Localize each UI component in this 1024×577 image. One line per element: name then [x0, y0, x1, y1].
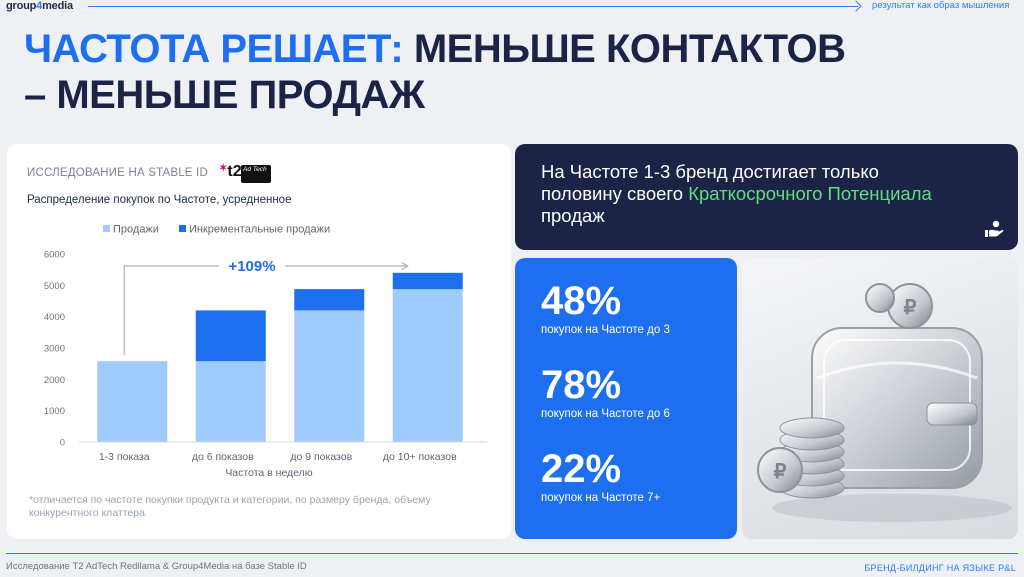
bottom-divider-line: [6, 553, 1018, 554]
brand-footer: БРЕНД-БИЛДИНГ НА ЯЗЫКЕ P&L: [864, 563, 1016, 573]
y-tick-label: 0: [60, 438, 65, 449]
adtech-logo: Ad Tech: [241, 165, 271, 183]
stat-label: покупок на Частоте до 6: [541, 408, 670, 420]
stat-item: 22% покупок на Частоте 7+: [541, 448, 660, 504]
x-tick-label: до 9 показов: [290, 451, 352, 463]
stat-value: 22%: [541, 447, 622, 491]
stat-item: 78% покупок на Частоте до 6: [541, 364, 670, 420]
stats-card: 48% покупок на Частоте до 3 78% покупок …: [515, 258, 737, 539]
bar-segment: [97, 361, 168, 442]
y-tick-label: 2000: [44, 375, 65, 386]
y-tick-label: 3000: [44, 344, 65, 355]
stat-item: 48% покупок на Частоте до 3: [541, 280, 670, 336]
x-axis-title: Частота в неделю: [225, 467, 312, 479]
bar-segment: [294, 289, 365, 311]
arrow-right-icon: [850, 0, 862, 12]
growth-arrow-head: [401, 261, 409, 271]
x-tick-label: 1-3 показа: [99, 451, 150, 463]
y-tick-label: 6000: [44, 250, 65, 261]
tagline: результат как образ мышления: [872, 0, 1010, 11]
legend-label: Продажи: [113, 224, 159, 236]
bar-chart: Продажи Инкрементальные продажи 0 1000 2000…: [44, 224, 487, 479]
study-label: ИССЛЕДОВАНИЕ НА STABLE ID: [27, 167, 208, 179]
glass-wallet-illustration: ₽ ₽: [757, 283, 1012, 522]
hand-coin-icon: [985, 220, 1004, 237]
group4media-logo: group4media: [6, 0, 73, 12]
source-note: Исследование T2 AdTech Redllama & Group4…: [6, 561, 307, 572]
insight-card: На Частоте 1-3 бренд достигает только по…: [515, 144, 1018, 250]
bar-segment: [294, 310, 365, 442]
chart-subtitle: Распределение покупок по Частоте, усредн…: [27, 194, 292, 206]
top-bar: group4media результат как образ мышления: [0, 0, 1024, 16]
bar-segment: [392, 272, 463, 290]
x-tick-label: до 10+ показов: [383, 451, 457, 463]
chart-footnote: *отличается по частоте покупки продукта …: [29, 494, 431, 519]
title-rest: меньше контактов: [403, 27, 846, 71]
legend-label: Инкрементальные продажи: [189, 224, 330, 236]
wallet-coins-image: ₽ ₽: [742, 258, 1018, 539]
chart-card: ИССЛЕДОВАНИЕ НА STABLE ID ✶t2 Ad Tech Ра…: [7, 144, 511, 539]
svg-text:₽: ₽: [774, 461, 787, 483]
svg-text:₽: ₽: [904, 297, 917, 319]
bar-segment: [392, 289, 463, 442]
growth-annotation: +109%: [228, 258, 275, 275]
t2-logo: ✶t2: [219, 163, 242, 180]
bar-segment: [195, 310, 266, 362]
title-accent: Частота решает:: [24, 27, 404, 71]
y-tick-label: 4000: [44, 312, 65, 323]
y-tick-label: 1000: [44, 406, 65, 417]
top-divider-line: [88, 6, 858, 7]
stat-label: покупок на Частоте до 3: [541, 324, 670, 336]
bar-segment: [195, 361, 266, 442]
x-tick-label: до 6 показов: [192, 451, 254, 463]
stat-value: 78%: [541, 363, 622, 407]
insight-highlight: Краткосрочного Потенциала: [688, 183, 932, 204]
title-line2: – меньше продаж: [24, 73, 425, 117]
stat-value: 48%: [541, 279, 622, 323]
page-title: Частота решает: меньше контактов – меньш…: [24, 26, 846, 118]
stat-label: покупок на Частоте 7+: [541, 492, 661, 504]
growth-bracket-line: [123, 265, 408, 356]
insight-text: На Частоте 1-3 бренд достигает только по…: [541, 161, 932, 226]
annotation-bg: [219, 254, 285, 276]
legend-swatch: [179, 225, 186, 232]
y-tick-label: 5000: [44, 281, 65, 292]
legend-swatch: [103, 225, 110, 232]
